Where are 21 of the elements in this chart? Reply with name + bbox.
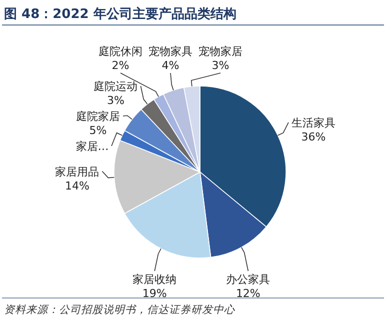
slice-label: 庭院休闲: [98, 45, 143, 58]
data-label: 36%: [301, 130, 326, 144]
data-label: 3%: [106, 94, 124, 107]
data-label: 12%: [236, 287, 260, 300]
data-label: 19%: [142, 287, 167, 300]
slice-label: 家居…: [76, 140, 109, 153]
chart-title: 图 48：2022 年公司主要产品品类结构: [4, 6, 236, 22]
data-label: 14%: [64, 179, 90, 192]
slice-label: 家居收纳: [132, 273, 177, 286]
slice-label: 生活家具: [291, 116, 336, 130]
text: 资料来源：公司招股说明书，信达证券研发中心: [4, 304, 235, 316]
data-label: 4%: [162, 59, 180, 72]
data-label: 2%: [112, 59, 130, 72]
data-label: 5%: [89, 124, 107, 137]
slice-label: 宠物家居: [198, 45, 243, 58]
slice-label: 庭院家居: [76, 110, 120, 123]
slice-label: 宠物家具: [148, 45, 193, 58]
slice-label: 办公家具: [226, 273, 270, 286]
slice-label: 家居用品: [55, 165, 100, 178]
data-label: 3%: [212, 59, 230, 72]
slice-label: 庭院运动: [94, 80, 138, 93]
